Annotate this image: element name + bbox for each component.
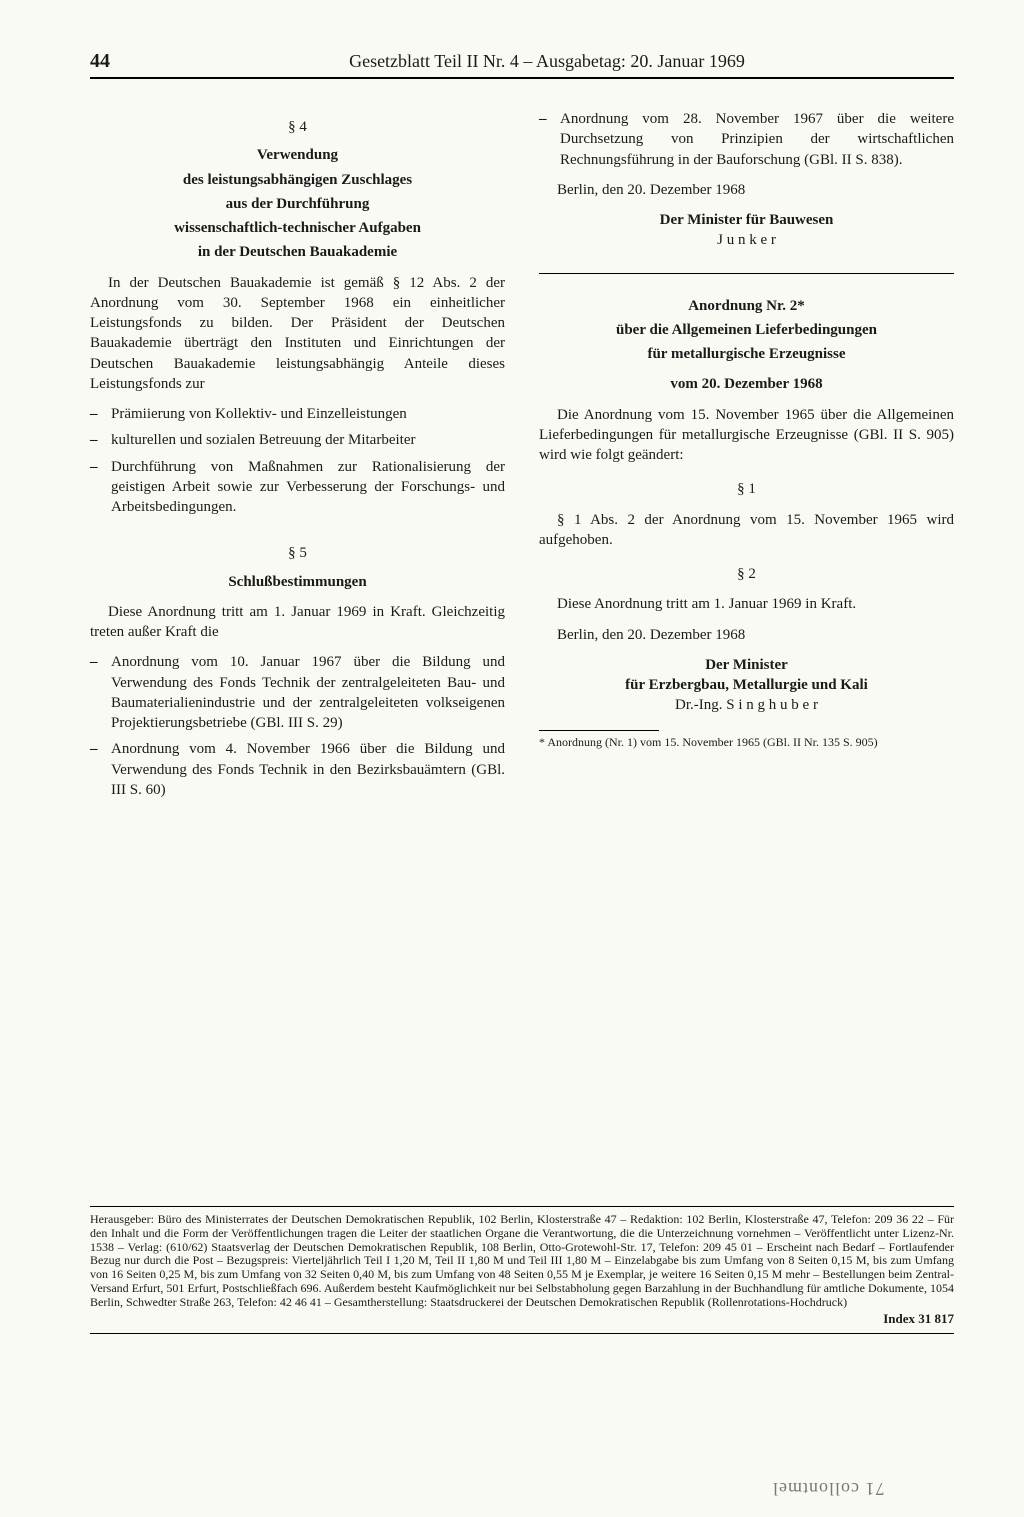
- section-4-list: Prämiierung von Kollektiv- und Einzellei…: [90, 404, 505, 517]
- ordinance-2-title-line3: für metallurgische Erzeugnisse: [539, 344, 954, 364]
- ordinance-2-title-line1: Anordnung Nr. 2*: [539, 296, 954, 316]
- minister-2-title-line2: für Erzbergbau, Metallurgie und Kali: [539, 675, 954, 695]
- continuation-list: Anordnung vom 28. November 1967 über die…: [539, 109, 954, 170]
- minister-1-title: Der Minister für Bauwesen: [539, 210, 954, 230]
- ordinance-2-intro: Die Anordnung vom 15. November 1965 über…: [539, 405, 954, 466]
- list-item: Anordnung vom 28. November 1967 über die…: [539, 109, 954, 170]
- section-4-title-line5: in der Deutschen Bauakademie: [90, 242, 505, 262]
- section-4-paragraph: In der Deutschen Bauakademie ist gemäß §…: [90, 273, 505, 395]
- signature-block-1: Der Minister für Bauwesen J u n k e r: [539, 210, 954, 251]
- section-4-title-line4: wissenschaftlich-technischer Aufgaben: [90, 218, 505, 238]
- section-5-title: Schlußbestimmungen: [90, 572, 505, 592]
- list-item: Durchführung von Maßnahmen zur Rationali…: [90, 457, 505, 518]
- section-5-list: Anordnung vom 10. Januar 1967 über die B…: [90, 652, 505, 800]
- footnote-rule: [539, 730, 659, 731]
- footnote-text: * Anordnung (Nr. 1) vom 15. November 196…: [539, 735, 954, 750]
- list-item: Prämiierung von Kollektiv- und Einzellei…: [90, 404, 505, 424]
- running-header: 44 Gesetzblatt Teil II Nr. 4 – Ausgabeta…: [90, 50, 954, 79]
- section-4-title-line1: Verwendung: [90, 145, 505, 165]
- imprint-rule-bottom: [90, 1333, 954, 1334]
- section-4-title-line2: des leistungsabhängigen Zuschlages: [90, 170, 505, 190]
- list-item: Anordnung vom 10. Januar 1967 über die B…: [90, 652, 505, 733]
- signature-block-2: Der Minister für Erzbergbau, Metallurgie…: [539, 655, 954, 716]
- ordinance-2-s2-text: Diese Anordnung tritt am 1. Januar 1969 …: [539, 594, 954, 614]
- header-title: Gesetzblatt Teil II Nr. 4 – Ausgabetag: …: [140, 51, 954, 72]
- minister-1-name: J u n k e r: [539, 230, 954, 250]
- section-5-number: § 5: [90, 543, 505, 563]
- imprint-text: Herausgeber: Büro des Ministerrates der …: [90, 1213, 954, 1310]
- section-divider: [539, 273, 954, 274]
- two-column-layout: § 4 Verwendung des leistungsabhängigen Z…: [90, 103, 954, 806]
- bleed-through-stamp: 71 collontmel: [772, 1478, 884, 1499]
- imprint-block: Herausgeber: Büro des Ministerrates der …: [90, 1206, 954, 1334]
- ordinance-2-s2-number: § 2: [539, 564, 954, 584]
- left-column: § 4 Verwendung des leistungsabhängigen Z…: [90, 103, 505, 806]
- ordinance-2-date: vom 20. Dezember 1968: [539, 374, 954, 394]
- ordinance-2-s1-text: § 1 Abs. 2 der Anordnung vom 15. Novembe…: [539, 510, 954, 551]
- section-5-paragraph: Diese Anordnung tritt am 1. Januar 1969 …: [90, 602, 505, 643]
- document-page: 44 Gesetzblatt Teil II Nr. 4 – Ausgabeta…: [0, 0, 1024, 1517]
- minister-2-title-line1: Der Minister: [539, 655, 954, 675]
- list-item: kulturellen und sozialen Betreuung der M…: [90, 430, 505, 450]
- page-number: 44: [90, 50, 140, 73]
- list-item: Anordnung vom 4. November 1966 über die …: [90, 739, 505, 800]
- ordinance-2-title-line2: über die Allgemeinen Lieferbedingungen: [539, 320, 954, 340]
- place-date-1: Berlin, den 20. Dezember 1968: [539, 180, 954, 200]
- imprint-rule-top: [90, 1206, 954, 1207]
- section-4-number: § 4: [90, 117, 505, 137]
- ordinance-2-s1-number: § 1: [539, 479, 954, 499]
- minister-2-name: Dr.-Ing. S i n g h u b e r: [539, 695, 954, 715]
- place-date-2: Berlin, den 20. Dezember 1968: [539, 625, 954, 645]
- right-column: Anordnung vom 28. November 1967 über die…: [539, 103, 954, 806]
- index-number: Index 31 817: [90, 1312, 954, 1327]
- section-4-title-line3: aus der Durchführung: [90, 194, 505, 214]
